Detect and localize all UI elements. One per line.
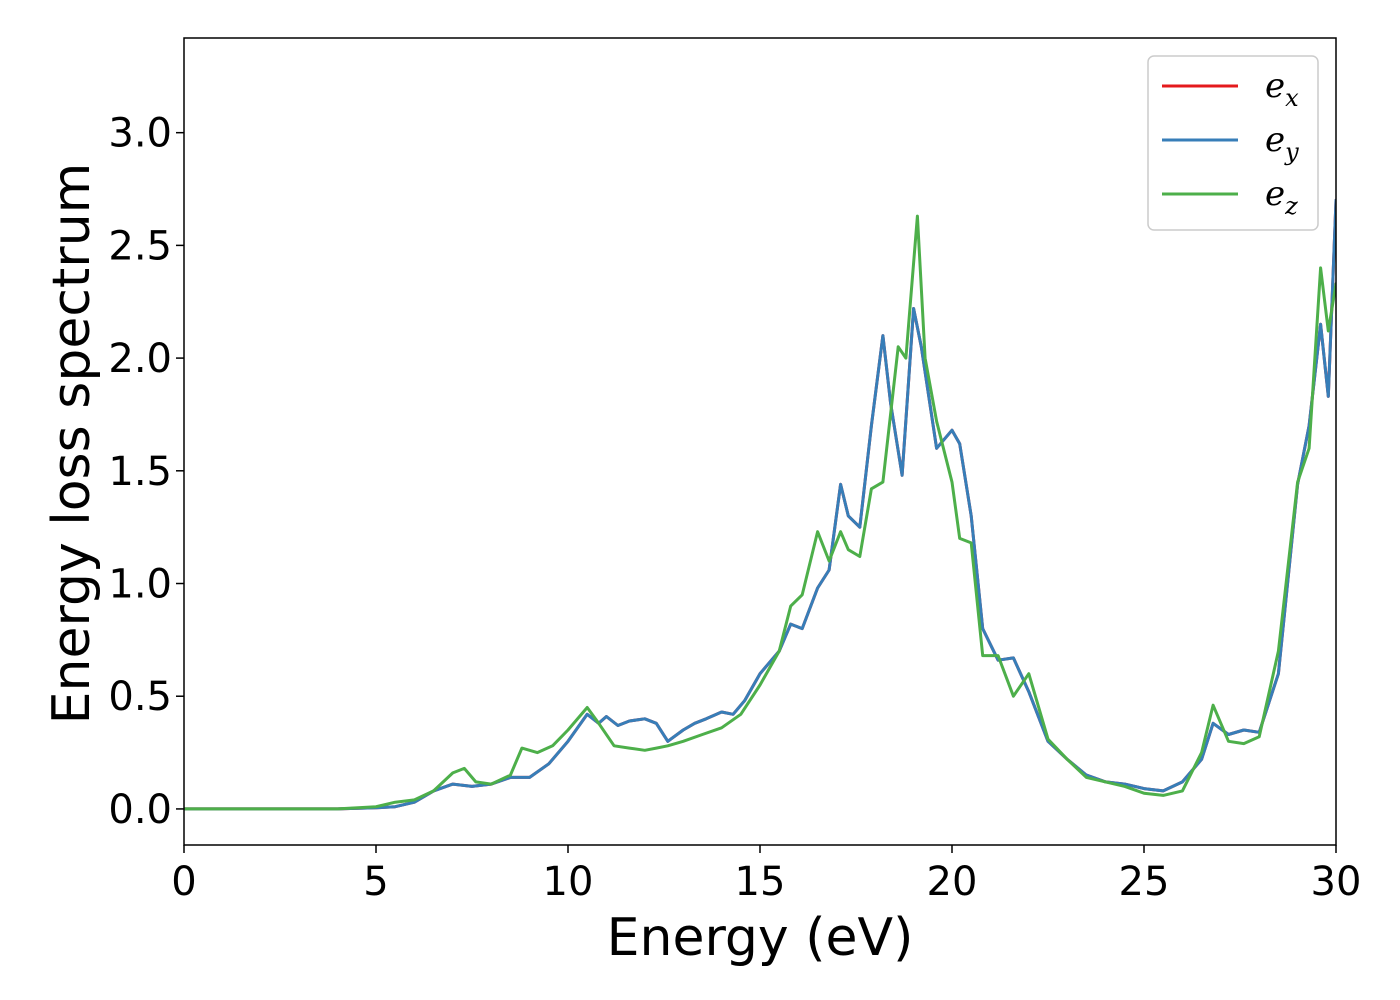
x-tick-label: 25 xyxy=(1119,859,1170,905)
x-tick-label: 0 xyxy=(171,859,196,905)
y-tick-label: 0.5 xyxy=(108,674,172,720)
y-tick-label: 3.0 xyxy=(108,111,172,157)
legend-box xyxy=(1147,55,1319,231)
y-tick-label: 0.0 xyxy=(108,787,172,833)
y-tick-label: 2.5 xyxy=(108,223,172,269)
x-tick-label: 10 xyxy=(543,859,594,905)
y-axis-ticks: 0.0 0.5 1.0 1.5 2.0 2.5 3.0 xyxy=(108,111,184,833)
x-tick-label: 15 xyxy=(735,859,786,905)
x-tick-label: 5 xyxy=(363,859,388,905)
legend-label-x: ex xyxy=(1265,66,1299,112)
series-line-y xyxy=(184,198,1336,811)
x-axis-ticks: 0 5 10 15 20 25 30 xyxy=(171,845,1361,905)
y-tick-label: 2.0 xyxy=(108,336,172,382)
y-axis-label: Energy loss spectrum xyxy=(42,163,102,725)
x-axis-label: Energy (eV) xyxy=(607,908,914,968)
legend-label-z: ez xyxy=(1265,174,1298,220)
series-line-x xyxy=(184,198,1336,811)
legend-label-y: ey xyxy=(1265,120,1299,166)
series-line-z xyxy=(184,214,1336,811)
legend: ex ey ez xyxy=(1147,55,1319,231)
x-tick-label: 30 xyxy=(1311,859,1362,905)
y-tick-label: 1.0 xyxy=(108,562,172,608)
x-tick-label: 20 xyxy=(927,859,978,905)
y-tick-label: 1.5 xyxy=(108,449,172,495)
series-layer xyxy=(184,198,1336,811)
